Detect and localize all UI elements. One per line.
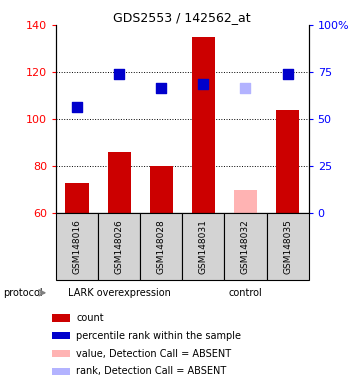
Point <box>200 81 206 87</box>
Text: LARK overexpression: LARK overexpression <box>68 288 170 298</box>
Bar <box>234 190 257 213</box>
Bar <box>266 213 309 280</box>
Text: percentile rank within the sample: percentile rank within the sample <box>77 331 242 341</box>
Text: GSM148031: GSM148031 <box>199 219 208 274</box>
Bar <box>56 213 98 280</box>
Text: value, Detection Call = ABSENT: value, Detection Call = ABSENT <box>77 349 231 359</box>
Bar <box>52 350 70 357</box>
Bar <box>98 213 140 280</box>
Text: GSM148032: GSM148032 <box>241 219 250 274</box>
Bar <box>65 182 88 213</box>
Text: GSM148028: GSM148028 <box>157 219 166 274</box>
Bar <box>225 213 266 280</box>
Text: control: control <box>229 288 262 298</box>
Point <box>285 71 291 78</box>
Point <box>116 71 122 78</box>
Text: rank, Detection Call = ABSENT: rank, Detection Call = ABSENT <box>77 366 227 376</box>
Bar <box>276 110 299 213</box>
Text: GSM148035: GSM148035 <box>283 219 292 274</box>
Text: protocol: protocol <box>3 288 43 298</box>
Text: GSM148016: GSM148016 <box>73 219 82 274</box>
Point <box>158 85 164 91</box>
Bar <box>140 213 182 280</box>
Bar <box>52 332 70 339</box>
Point <box>74 104 80 110</box>
Bar <box>52 368 70 375</box>
Bar <box>108 152 131 213</box>
Bar <box>150 166 173 213</box>
Title: GDS2553 / 142562_at: GDS2553 / 142562_at <box>113 11 251 24</box>
Text: count: count <box>77 313 104 323</box>
Bar <box>52 314 70 321</box>
Bar <box>182 213 225 280</box>
Bar <box>192 37 215 213</box>
Text: GSM148026: GSM148026 <box>115 219 123 274</box>
Point <box>243 85 248 91</box>
